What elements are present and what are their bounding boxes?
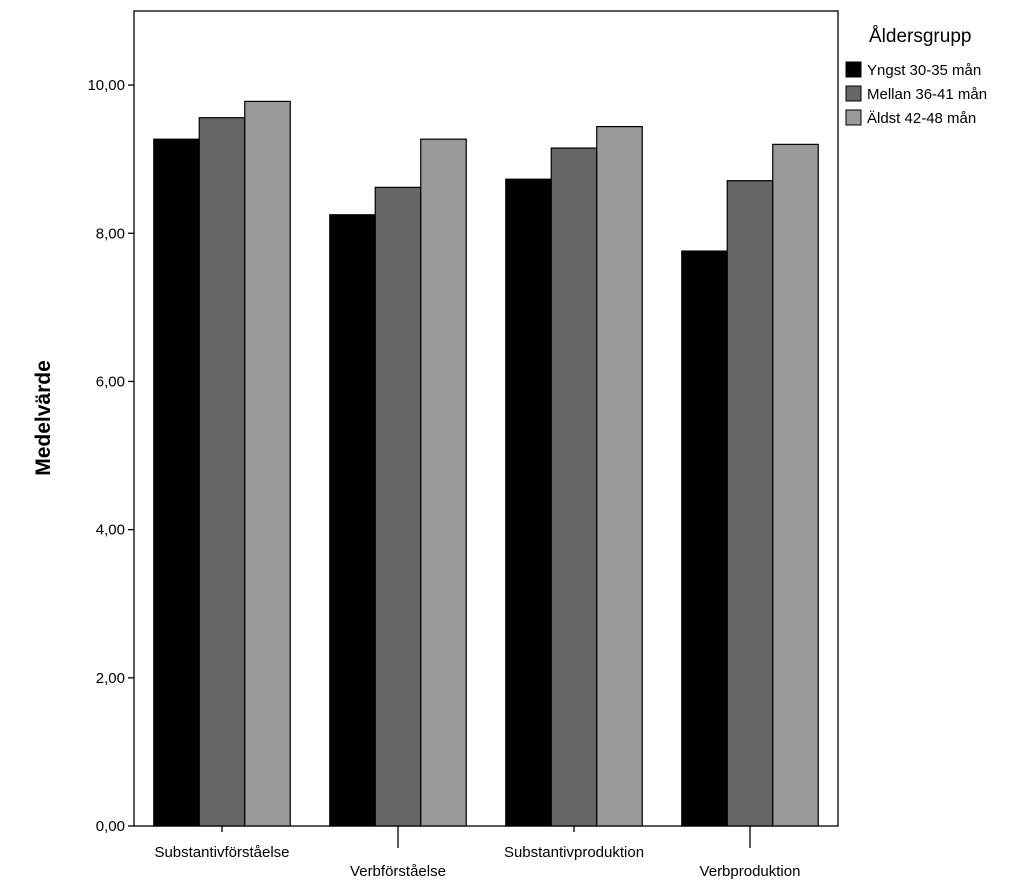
legend-swatch — [845, 85, 862, 102]
legend-title: Åldersgrupp — [869, 26, 971, 47]
bar — [596, 125, 643, 827]
legend-swatch — [845, 109, 862, 126]
bar — [772, 143, 819, 827]
x-axis: Substantivförståelse Verbförståelse Substa… — [154, 826, 800, 880]
x-tick-label: Verbproduktion — [700, 863, 801, 880]
y-tick-label: 0,00 — [96, 818, 125, 835]
x-tick-label: Verbförståelse — [350, 863, 446, 880]
bar — [153, 138, 200, 827]
bar — [726, 180, 774, 827]
bar — [244, 100, 291, 827]
y-tick-label: 8,00 — [96, 225, 125, 242]
bar — [198, 117, 246, 827]
y-tick-label: 10,00 — [87, 77, 125, 94]
bar — [374, 186, 422, 827]
plot-frame — [133, 10, 839, 827]
x-tick-label: Substantivförståelse — [154, 844, 289, 861]
legend-label: Mellan 36-41 mån — [867, 86, 987, 103]
legend-label: Äldst 42-48 mån — [867, 110, 976, 127]
y-tick-label: 4,00 — [96, 522, 125, 539]
bar — [505, 178, 552, 827]
bar — [420, 138, 467, 827]
y-axis: 0,00 2,00 4,00 6,00 8,00 10,00 — [87, 77, 134, 835]
y-axis-label: Medelvärde — [32, 360, 55, 476]
y-tick-label: 2,00 — [96, 670, 125, 687]
legend-label: Yngst 30-35 mån — [867, 62, 981, 79]
bar — [681, 250, 728, 827]
x-tick-label: Substantivproduktion — [504, 844, 644, 861]
bars-group — [153, 100, 819, 827]
bar — [550, 147, 598, 827]
bar — [329, 214, 376, 827]
y-tick-label: 6,00 — [96, 373, 125, 390]
legend: Yngst 30-35 mån Mellan 36-41 mån Äldst 42-… — [845, 61, 987, 127]
legend-swatch — [845, 61, 862, 78]
